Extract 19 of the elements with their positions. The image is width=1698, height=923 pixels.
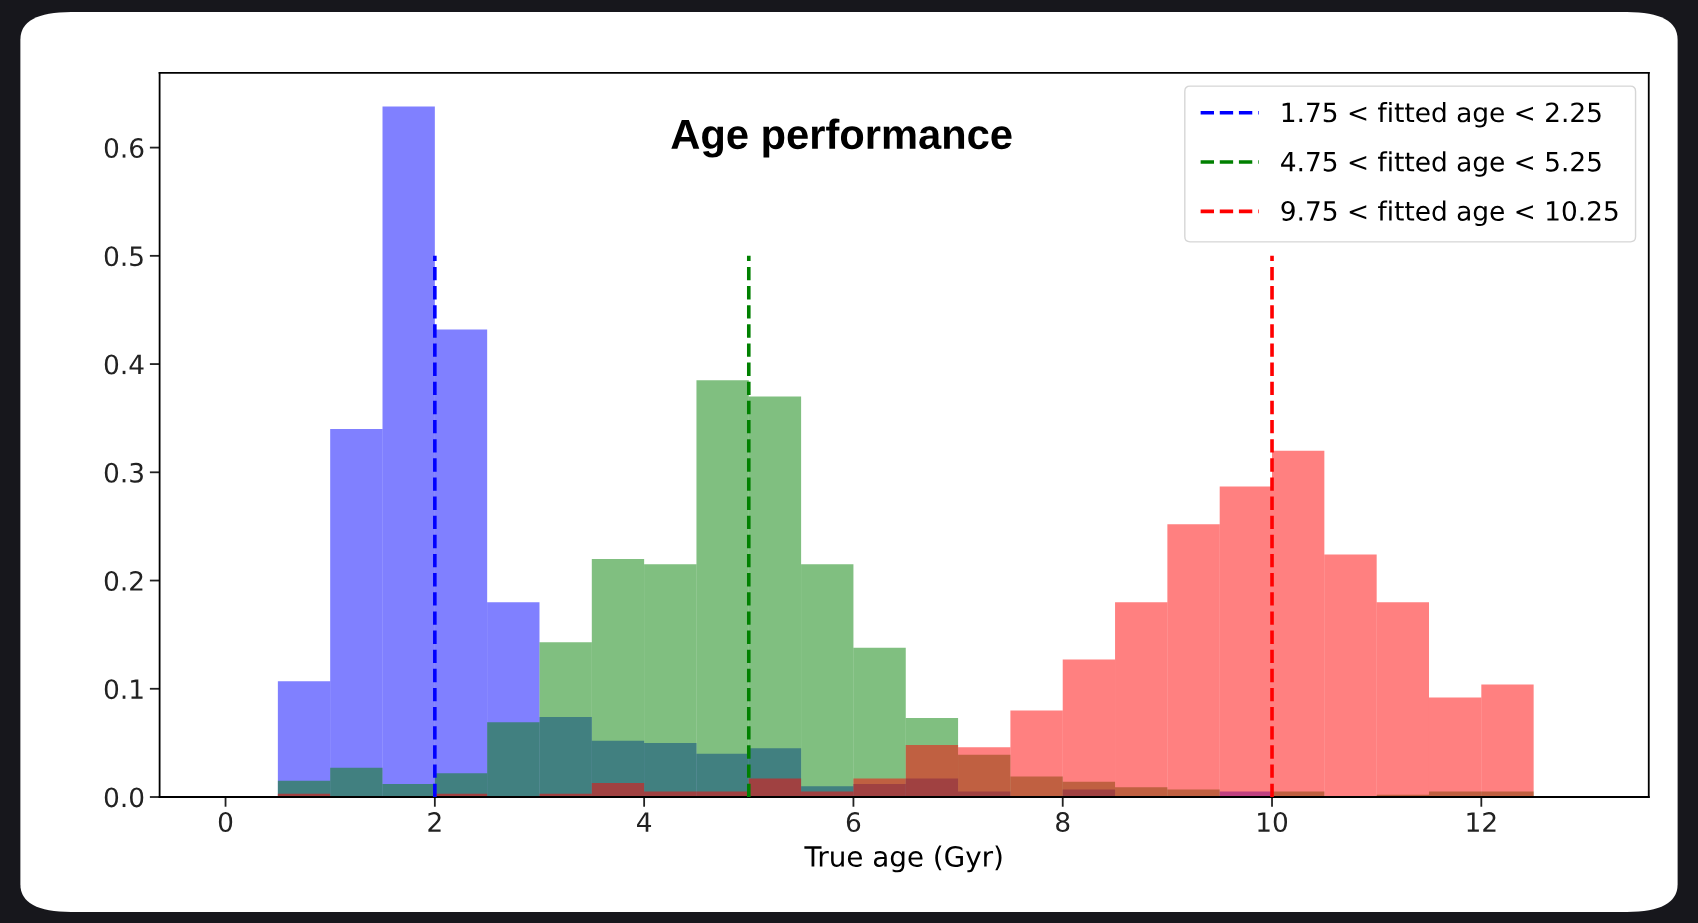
- x-axis-title: True age (Gyr): [804, 845, 1002, 873]
- x-tick-label: 12: [1467, 812, 1496, 832]
- y-tick-label: 0.0: [104, 787, 144, 808]
- y-tick-label: 0.3: [104, 462, 143, 483]
- y-tick-label: 0.1: [104, 679, 143, 700]
- x-tick-label: 6: [846, 812, 861, 833]
- legend-label: 1.75 < fitted age < 2.25: [1282, 101, 1601, 128]
- x-tick-label: 0: [218, 812, 233, 833]
- x-tick-label: 2: [428, 812, 441, 832]
- x-tick-label: 10: [1258, 812, 1288, 833]
- y-tick-label: 0.5: [104, 246, 143, 267]
- x-tick-label: 4: [637, 812, 652, 832]
- x-tick-label: 8: [1056, 812, 1070, 833]
- y-tick-label: 0.4: [104, 354, 144, 375]
- text: Age performance: [671, 118, 1012, 158]
- legend-label: 9.75 < fitted age < 10.25: [1281, 200, 1618, 227]
- legend-label: 4.75 < fitted age < 5.25: [1281, 151, 1601, 177]
- y-tick-label: 0.6: [104, 138, 144, 158]
- y-tick-label: 0.2: [104, 570, 143, 591]
